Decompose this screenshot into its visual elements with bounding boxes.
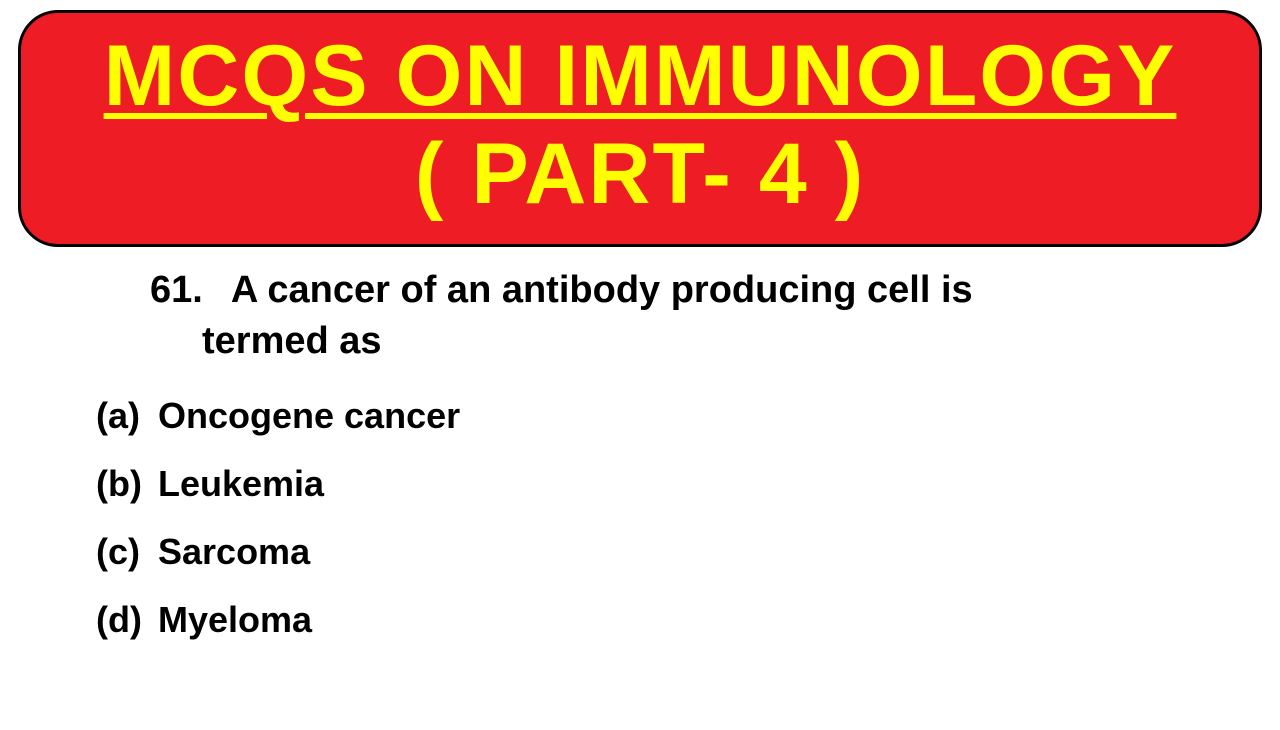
option-label: (d) xyxy=(96,599,158,641)
title-line-1: MCQS ON IMMUNOLOGY xyxy=(41,31,1239,121)
option-label: (a) xyxy=(96,395,158,437)
option-c: (c) Sarcoma xyxy=(96,531,1280,573)
question-text: 61. A cancer of an antibody producing cel… xyxy=(150,265,1200,368)
option-label: (b) xyxy=(96,463,158,505)
option-a: (a) Oncogene cancer xyxy=(96,395,1280,437)
option-b: (b) Leukemia xyxy=(96,463,1280,505)
option-text: Leukemia xyxy=(158,463,324,505)
question-line-2: termed as xyxy=(150,316,1200,367)
option-text: Myeloma xyxy=(158,599,312,641)
option-label: (c) xyxy=(96,531,158,573)
question-number: 61. xyxy=(150,265,203,316)
options-list: (a) Oncogene cancer (b) Leukemia (c) Sar… xyxy=(0,395,1280,641)
option-text: Sarcoma xyxy=(158,531,310,573)
option-text: Oncogene cancer xyxy=(158,395,460,437)
question-line-1: A cancer of an antibody producing cell i… xyxy=(231,269,973,311)
title-line-2: ( PART- 4 ) xyxy=(41,127,1239,222)
title-banner: MCQS ON IMMUNOLOGY ( PART- 4 ) xyxy=(18,10,1262,247)
option-d: (d) Myeloma xyxy=(96,599,1280,641)
question-block: 61. A cancer of an antibody producing cel… xyxy=(0,265,1280,368)
